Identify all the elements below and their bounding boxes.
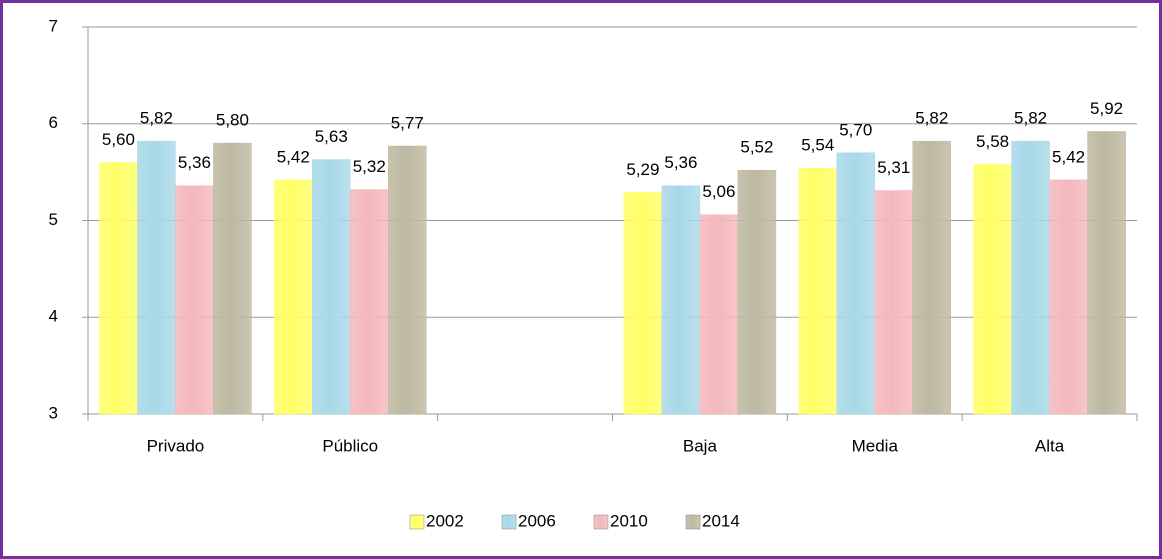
data-label: 5,77 <box>391 113 424 132</box>
data-label: 5,54 <box>801 136 834 155</box>
bar <box>623 192 663 415</box>
bar <box>798 168 837 415</box>
bar <box>213 142 252 415</box>
legend-label: 2002 <box>426 511 464 530</box>
data-label: 5,63 <box>315 127 348 146</box>
x-tick-label: Público <box>322 436 378 455</box>
data-label: 5,82 <box>915 109 948 128</box>
bar <box>1087 131 1126 415</box>
data-label: 5,70 <box>839 120 872 139</box>
x-tick-label: Alta <box>1035 436 1065 455</box>
bar <box>274 179 313 415</box>
data-label: 5,32 <box>353 157 386 176</box>
bar <box>661 185 701 415</box>
data-label: 5,52 <box>740 138 773 157</box>
data-label: 5,36 <box>664 153 697 172</box>
legend-label: 2014 <box>702 511 740 530</box>
bar <box>350 189 389 415</box>
data-label: 5,60 <box>102 130 135 149</box>
legend-swatch <box>593 514 609 530</box>
data-label: 5,42 <box>1052 147 1085 166</box>
bar <box>99 162 138 415</box>
x-tick-label: Baja <box>683 436 718 455</box>
data-label: 5,80 <box>216 111 249 130</box>
y-tick-label: 5 <box>49 210 58 229</box>
bar <box>175 185 214 415</box>
bar <box>137 140 176 415</box>
y-tick-label: 6 <box>49 113 58 132</box>
legend-swatch <box>409 514 425 530</box>
data-label: 5,36 <box>178 153 211 172</box>
legend-label: 2006 <box>518 511 556 530</box>
bar <box>912 140 951 415</box>
data-label: 5,82 <box>140 109 173 128</box>
bar <box>836 152 875 415</box>
bar <box>874 190 913 415</box>
bar <box>973 164 1012 415</box>
x-tick-label: Privado <box>147 436 205 455</box>
bar <box>699 214 739 415</box>
data-label: 5,82 <box>1014 109 1047 128</box>
data-label: 5,31 <box>877 158 910 177</box>
data-label: 5,06 <box>702 182 735 201</box>
data-label: 5,42 <box>277 147 310 166</box>
data-label: 5,58 <box>976 132 1009 151</box>
bar <box>312 159 351 415</box>
x-tick-label: Media <box>852 436 899 455</box>
data-label: 5,29 <box>626 160 659 179</box>
bar <box>737 169 777 415</box>
legend-label: 2010 <box>610 511 648 530</box>
y-tick-label: 3 <box>49 403 58 422</box>
legend-swatch <box>501 514 517 530</box>
legend-swatch <box>685 514 701 530</box>
y-tick-label: 4 <box>49 307 58 326</box>
bar <box>388 145 427 415</box>
data-label: 5,92 <box>1090 99 1123 118</box>
bar <box>1049 179 1088 415</box>
y-tick-label: 7 <box>49 16 58 35</box>
bar <box>1011 140 1050 415</box>
